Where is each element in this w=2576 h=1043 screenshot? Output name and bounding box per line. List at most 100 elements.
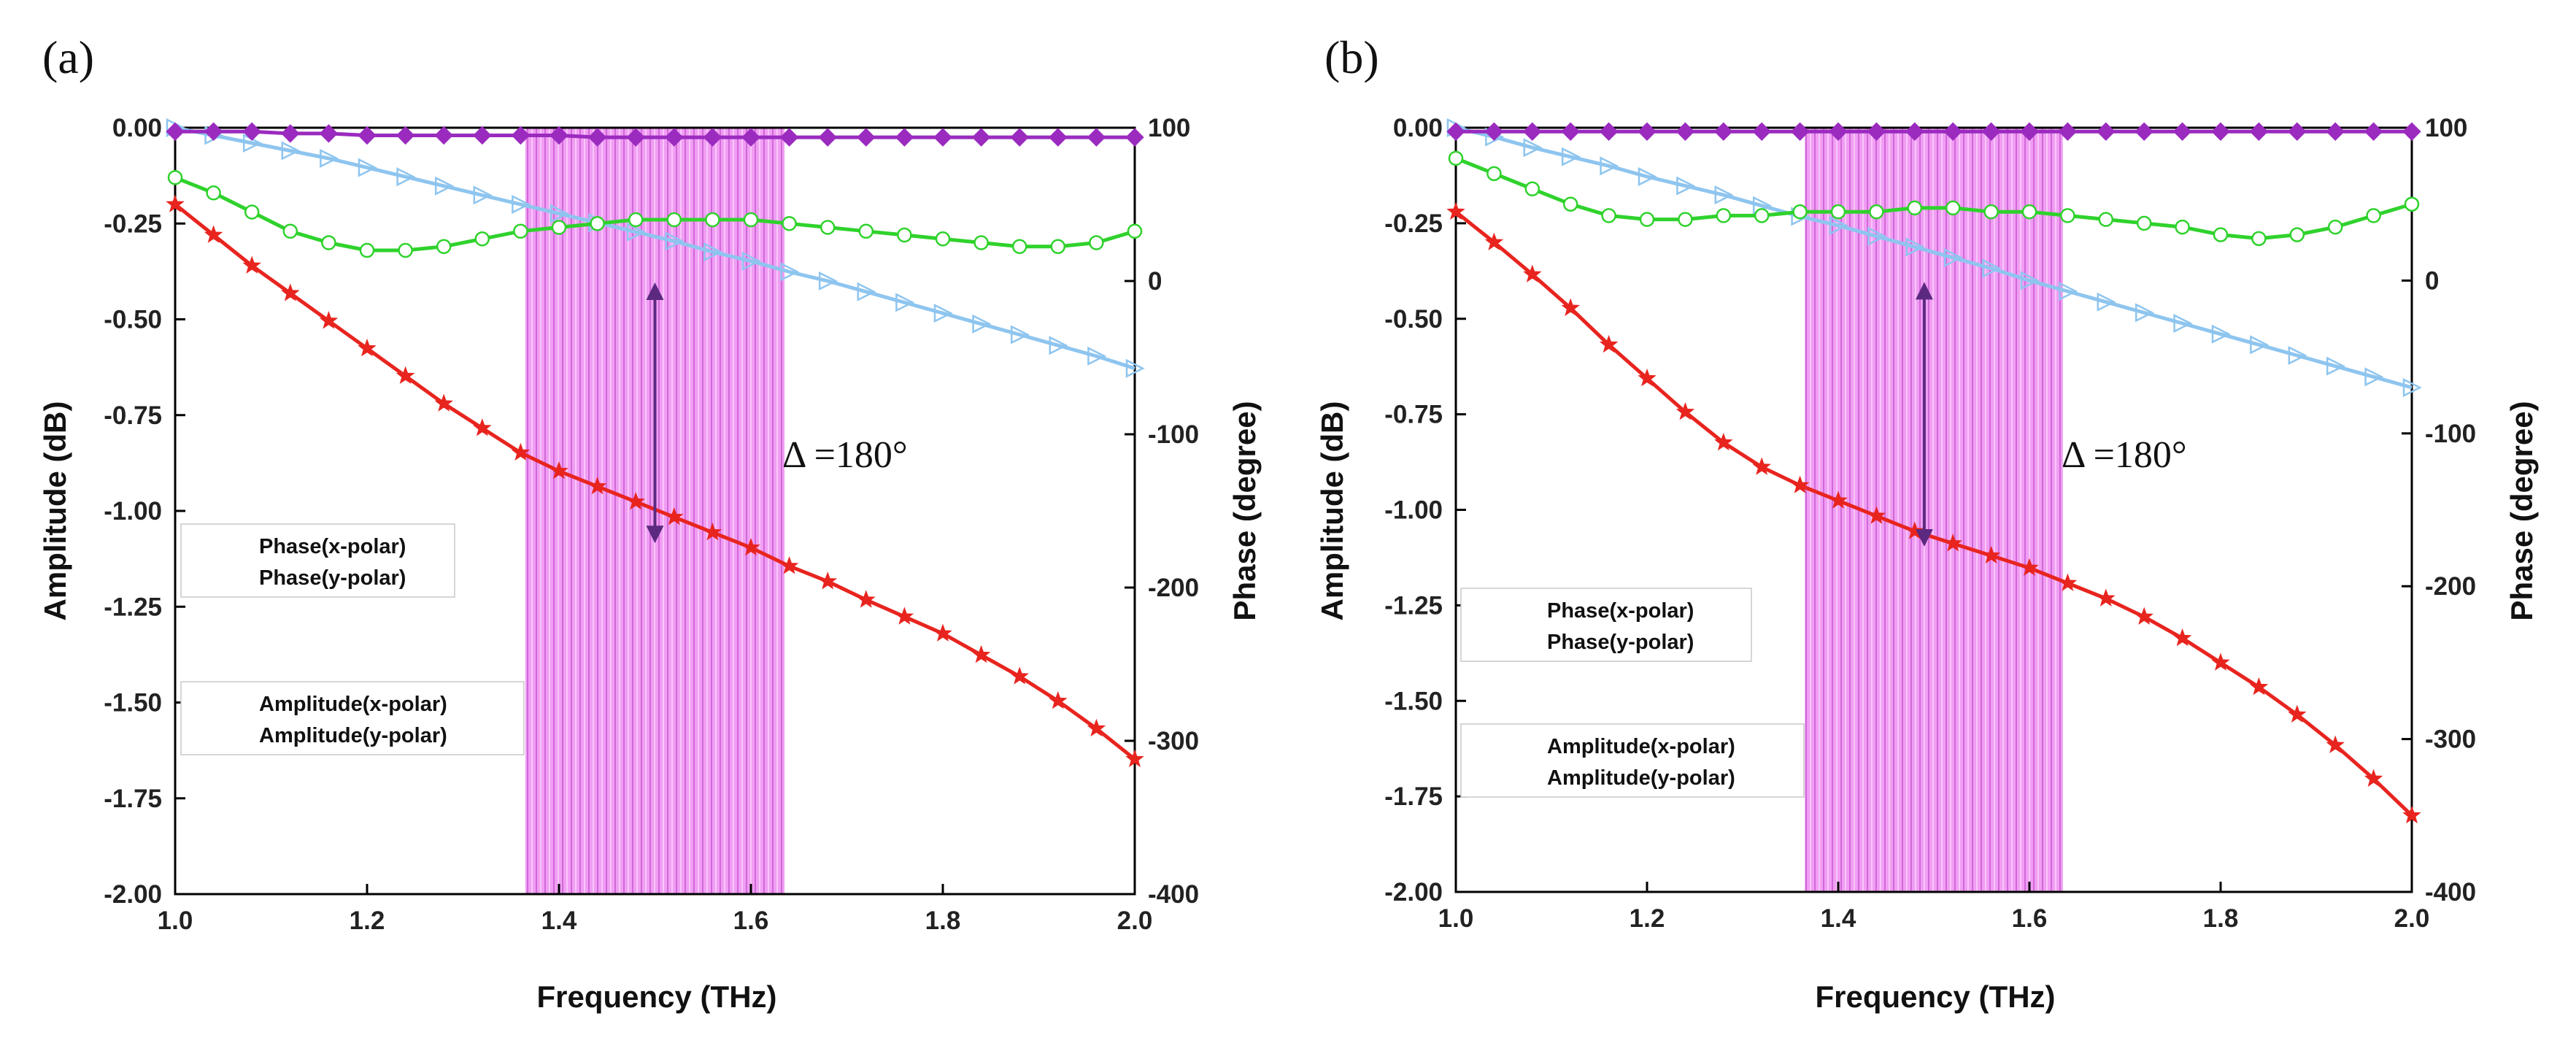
data-point <box>396 126 415 145</box>
y-axis-label-left: Amplitude (dB) <box>1315 401 1349 621</box>
data-point <box>2098 212 2114 227</box>
legend-label: Amplitude(y-polar) <box>1547 766 1735 790</box>
data-point <box>321 235 336 250</box>
data-point <box>705 212 720 228</box>
data-point <box>2211 324 2231 344</box>
data-point <box>2021 204 2037 220</box>
data-point <box>1752 457 1771 475</box>
legend-phase: Phase(x-polar) Phase(y-polar) <box>180 523 455 598</box>
y-tick-label-left: -2.00 <box>104 880 162 909</box>
data-point <box>1981 122 2001 141</box>
legend-label: Amplitude(y-polar) <box>259 724 447 747</box>
data-point <box>1523 122 1542 141</box>
data-point <box>511 442 531 461</box>
y-tick-label-right: -400 <box>1148 880 1199 909</box>
legend-amplitude: Amplitude(x-polar) Amplitude(y-polar) <box>1460 723 1805 798</box>
data-point <box>2097 588 2116 607</box>
data-point <box>741 537 760 556</box>
data-point <box>1829 490 1848 509</box>
data-point <box>1011 239 1027 254</box>
legend-label: Phase(y-polar) <box>259 566 406 590</box>
data-point <box>741 251 761 271</box>
y-tick-label-right: 0 <box>1148 267 1162 296</box>
x-tick-label: 1.0 <box>158 907 193 935</box>
data-point <box>358 338 377 357</box>
data-point <box>858 223 874 239</box>
data-point <box>1125 128 1144 147</box>
data-point <box>2327 219 2343 235</box>
data-point <box>2172 122 2192 141</box>
data-point <box>1125 358 1145 378</box>
data-point <box>1561 298 1580 316</box>
x-tick-label: 1.2 <box>350 907 385 935</box>
data-point <box>1638 368 1657 387</box>
x-tick-label: 1.4 <box>541 907 577 935</box>
panel-label: (a) <box>42 31 94 83</box>
data-point <box>2097 292 2116 312</box>
y-tick-label-left: -0.75 <box>104 401 162 430</box>
data-point <box>628 212 644 228</box>
data-point <box>319 124 339 143</box>
data-point <box>512 194 531 215</box>
legend-label: Phase(x-polar) <box>1547 599 1694 623</box>
data-point <box>779 128 799 147</box>
data-point <box>703 242 723 262</box>
data-point <box>1010 666 1029 685</box>
y-tick-label-left: -1.00 <box>104 497 162 526</box>
data-point <box>2059 282 2078 301</box>
data-point <box>2402 122 2421 141</box>
data-point <box>167 170 183 185</box>
data-point <box>1448 150 1464 166</box>
data-point <box>1716 208 1732 223</box>
x-tick-label: 1.2 <box>1630 904 1665 933</box>
y-tick-label-right: 100 <box>2425 114 2467 142</box>
data-point <box>1638 122 1657 141</box>
data-point <box>396 366 415 385</box>
data-point <box>2251 231 2267 247</box>
legend-amplitude: Amplitude(x-polar) Amplitude(y-polar) <box>180 681 525 755</box>
data-point <box>779 556 799 574</box>
delta-annotation: Δ =180° <box>782 434 908 476</box>
x-axis-label: Frequency (THz) <box>1815 980 2055 1014</box>
data-point <box>895 128 914 147</box>
data-point <box>2289 227 2305 242</box>
data-point <box>2173 314 2193 334</box>
data-point <box>1446 122 1465 141</box>
data-point <box>587 476 607 495</box>
data-point <box>166 122 185 141</box>
data-point <box>1125 749 1144 768</box>
data-point <box>2135 303 2154 323</box>
data-point <box>665 231 685 251</box>
data-point <box>743 212 759 228</box>
y-tick-label-left: -1.50 <box>104 689 162 717</box>
data-point <box>590 216 605 231</box>
data-point <box>1675 122 1695 141</box>
data-point <box>2020 122 2039 141</box>
data-point <box>2326 735 2345 753</box>
y-tick-label-left: 0.00 <box>112 114 162 142</box>
data-point <box>971 644 991 663</box>
legend-label: Phase(y-polar) <box>1547 631 1694 654</box>
data-point <box>1087 718 1106 737</box>
data-point <box>1523 264 1542 282</box>
data-point <box>1792 204 1808 220</box>
data-point <box>473 185 493 205</box>
y-tick-label-left: -1.75 <box>104 785 162 813</box>
data-point <box>1087 128 1106 147</box>
y-tick-label-right: -200 <box>1148 574 1199 602</box>
data-point <box>818 271 838 291</box>
data-point <box>1010 325 1030 345</box>
y-tick-label-left: -1.50 <box>1384 687 1443 715</box>
data-point <box>665 128 684 147</box>
data-point <box>549 126 568 145</box>
data-point <box>1982 258 2002 278</box>
data-point <box>703 522 722 541</box>
x-tick-label: 1.6 <box>733 907 769 935</box>
data-point <box>2249 677 2269 696</box>
data-point <box>2020 271 2040 290</box>
data-point <box>1905 122 1924 141</box>
data-point <box>897 227 912 243</box>
data-point <box>587 128 607 147</box>
data-point <box>204 225 223 243</box>
